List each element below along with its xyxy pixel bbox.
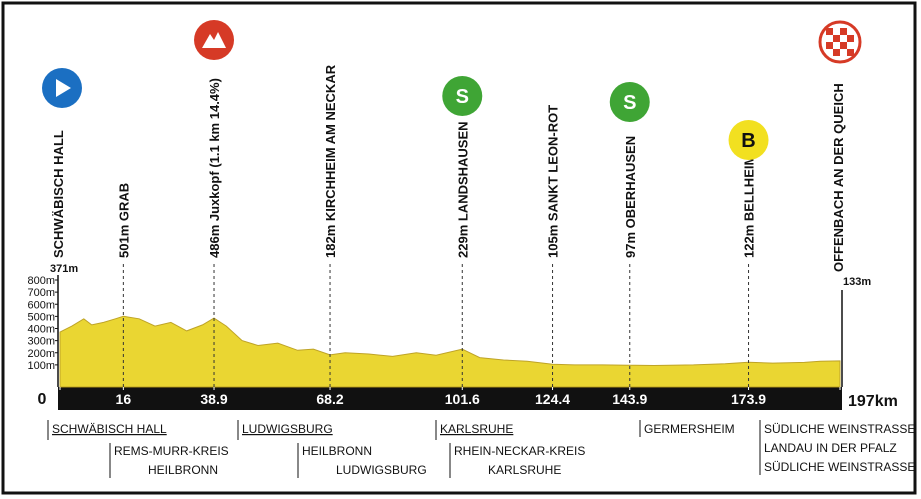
y-tick-label: 400m xyxy=(27,324,55,336)
km-bar xyxy=(58,387,842,410)
x-tick-label: 16 xyxy=(116,391,132,407)
checker xyxy=(847,35,854,42)
place-label: 122m BELLHEIM xyxy=(742,155,757,258)
checker xyxy=(833,35,840,42)
region-sub: HEILBRONN xyxy=(302,444,372,458)
checker xyxy=(826,28,833,35)
y-tick-label: 600m xyxy=(27,299,55,311)
x-tick-label: 101.6 xyxy=(445,391,480,407)
place-label: SCHWÄBISCH HALL xyxy=(51,130,66,258)
checker xyxy=(826,42,833,49)
icon-text: S xyxy=(623,92,636,114)
y-tick-label: 200m xyxy=(27,348,55,360)
place-label: 182m KIRCHHEIM AM NECKAR xyxy=(323,64,338,258)
checker xyxy=(840,28,847,35)
region-sub: SÜDLICHE WEINSTRASSE xyxy=(764,460,915,474)
icon-sprint xyxy=(442,76,483,116)
place-label: 97m OBERHAUSEN xyxy=(623,136,638,258)
start-elevation: 371m xyxy=(50,263,78,275)
x-tick-label: 143.9 xyxy=(612,391,647,407)
x-tick-label: 173.9 xyxy=(731,391,766,407)
region-sub: LUDWIGSBURG xyxy=(336,463,427,477)
play-glyph xyxy=(56,79,71,97)
mountain-glyph xyxy=(202,32,227,48)
x-tick-label: 38.9 xyxy=(200,391,227,407)
y-tick-label: 100m xyxy=(27,360,55,372)
y-tick-label: 800m xyxy=(27,275,55,287)
place-label: 229m LANDSHAUSEN xyxy=(455,121,470,258)
region-sub: LANDAU IN DER PFALZ xyxy=(764,441,897,455)
x-tick-label: 197km xyxy=(848,393,898,410)
x-tick-label: 124.4 xyxy=(535,391,570,407)
icon-text: S xyxy=(456,86,469,108)
region-sub: GERMERSHEIM xyxy=(644,422,735,436)
place-label: 501m GRAB xyxy=(116,183,131,258)
region-sub: SÜDLICHE WEINSTRASSE xyxy=(764,422,915,436)
finish-elevation: 133m xyxy=(843,276,871,288)
place-label: 486m Juxkopf (1.1 km 14.4%) xyxy=(207,78,222,258)
x-tick-label: 0 xyxy=(38,391,47,408)
y-tick-label: 700m xyxy=(27,287,55,299)
icon-sprint xyxy=(609,82,650,122)
region-sub: RHEIN-NECKAR-KREIS xyxy=(454,444,585,458)
checker xyxy=(833,49,840,56)
y-tick-label: 300m xyxy=(27,336,55,348)
x-tick-label: 68.2 xyxy=(316,391,343,407)
region-name: LUDWIGSBURG xyxy=(242,422,333,436)
region-name: KARLSRUHE xyxy=(440,422,513,436)
place-label: 105m SANKT LEON-ROT xyxy=(546,105,561,258)
y-tick-label: 500m xyxy=(27,311,55,323)
region-sub: KARLSRUHE xyxy=(488,463,561,477)
elevation-area xyxy=(59,315,841,388)
region-sub: HEILBRONN xyxy=(148,463,218,477)
icon-text: B xyxy=(741,130,755,152)
place-label: OFFENBACH AN DER QUEICH xyxy=(831,83,846,272)
region-name: SCHWÄBISCH HALL xyxy=(52,422,167,436)
region-sub: REMS-MURR-KREIS xyxy=(114,444,229,458)
checker xyxy=(840,42,847,49)
checker xyxy=(847,49,854,56)
icon-bonus xyxy=(728,120,769,160)
